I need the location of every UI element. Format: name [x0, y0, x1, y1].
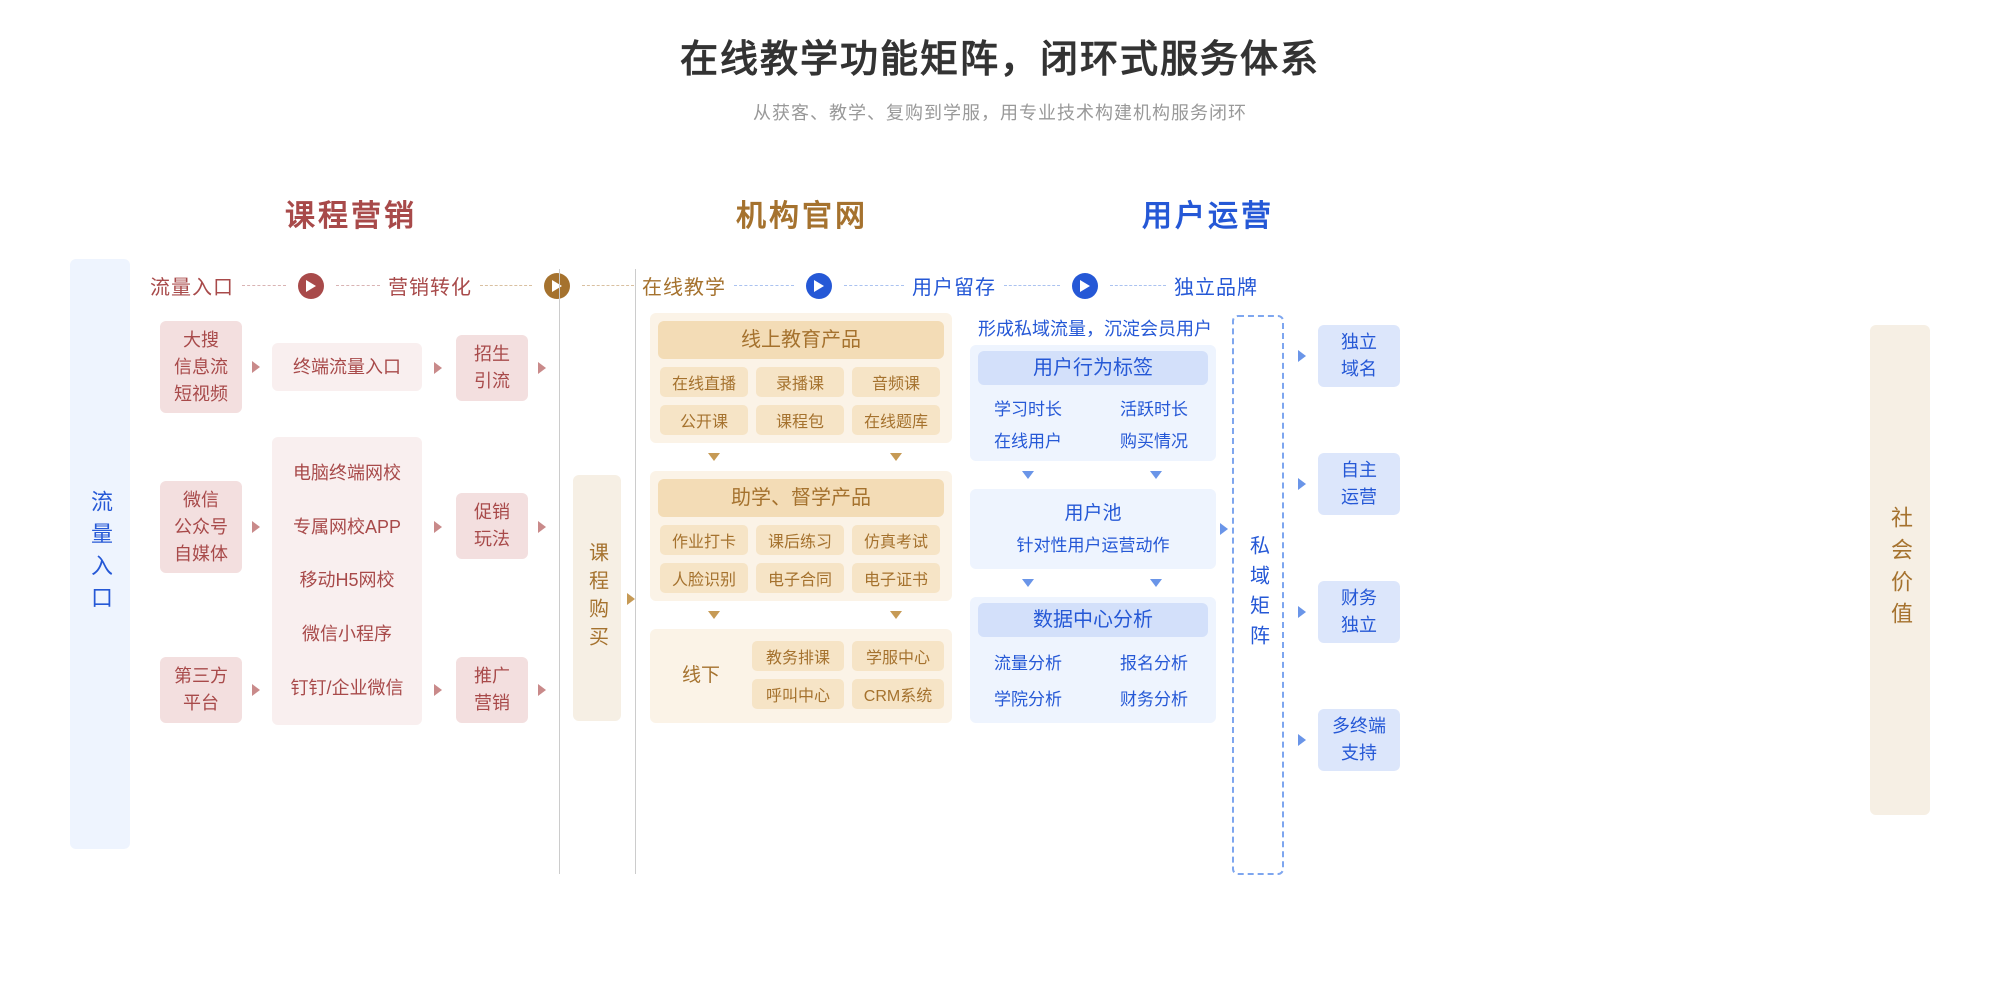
- section-operations: 用户运营: [1142, 191, 1274, 235]
- terminal-item: 钉钉/企业微信: [290, 675, 403, 702]
- page-title: 在线教学功能矩阵，闭环式服务体系: [0, 28, 2000, 83]
- behavior-item: 购买情况: [1120, 427, 1188, 452]
- step-teaching: 在线教学: [642, 271, 726, 300]
- arrow-icon: [890, 453, 902, 461]
- section-official: 机构官网: [736, 191, 868, 235]
- behavior-item: 活跃时长: [1120, 395, 1188, 420]
- arrow-icon: [1150, 471, 1162, 479]
- behavior-hdr: 用户行为标签: [978, 351, 1208, 385]
- assist-item: 作业打卡: [660, 525, 748, 555]
- terminal-item: 移动H5网校: [299, 567, 394, 594]
- arrow-icon: [252, 521, 260, 533]
- pool-panel: 用户池 针对性用户运营动作: [970, 489, 1216, 569]
- arrow-icon: [627, 593, 635, 605]
- vbar-purchase: 课程购买: [573, 475, 621, 721]
- brand-item: 独立域名: [1318, 325, 1400, 387]
- arrow-icon: [538, 521, 546, 533]
- analytics-item: 报名分析: [1120, 649, 1188, 674]
- section-marketing: 课程营销: [285, 191, 417, 235]
- online-item: 公开课: [660, 405, 748, 435]
- play-icon: [544, 273, 570, 299]
- assist-item: 电子合同: [756, 563, 844, 593]
- arrow-icon: [708, 611, 720, 619]
- arrow-icon: [538, 684, 546, 696]
- src-2: 微信公众号自媒体: [160, 481, 242, 573]
- src-3: 第三方平台: [160, 657, 242, 723]
- vbar-private: 私域矩阵: [1232, 315, 1284, 875]
- terminal-single: 终端流量入口: [272, 343, 422, 391]
- online-hdr: 线上教育产品: [658, 321, 944, 359]
- online-item: 录播课: [756, 367, 844, 397]
- arrow-icon: [1298, 350, 1306, 362]
- arrow-icon: [1298, 734, 1306, 746]
- arrow-icon: [708, 453, 720, 461]
- behavior-item: 在线用户: [994, 427, 1062, 452]
- vbar-value: 社会价值: [1870, 325, 1930, 815]
- analytics-item: 学院分析: [994, 685, 1062, 710]
- arrow-icon: [1220, 523, 1228, 535]
- online-item: 在线题库: [852, 405, 940, 435]
- terminal-item: 微信小程序: [302, 621, 392, 648]
- vbar-traffic: 流量入口: [70, 259, 130, 849]
- arrow-icon: [434, 684, 442, 696]
- convert-1: 招生引流: [456, 335, 528, 401]
- pool-hdr: 用户池: [1064, 500, 1121, 529]
- analytics-item: 财务分析: [1120, 685, 1188, 710]
- offline-hdr: 线下: [658, 637, 744, 715]
- assist-hdr: 助学、督学产品: [658, 479, 944, 517]
- offline-item: 呼叫中心: [752, 679, 844, 709]
- assist-item: 人脸识别: [660, 563, 748, 593]
- brand-item: 自主运营: [1318, 453, 1400, 515]
- play-icon: [806, 273, 832, 299]
- convert-2: 促销玩法: [456, 493, 528, 559]
- diagram: 课程营销 机构官网 用户运营 流量入口 社会价值 课程购买 私域矩阵 流量入口 …: [70, 165, 1930, 965]
- online-item: 在线直播: [660, 367, 748, 397]
- assist-item: 电子证书: [852, 563, 940, 593]
- arrow-icon: [538, 362, 546, 374]
- offline-item: 教务排课: [752, 641, 844, 671]
- terminal-item: 专属网校APP: [293, 514, 401, 541]
- arrow-icon: [1298, 606, 1306, 618]
- arrow-icon: [434, 521, 442, 533]
- terminal-item: 电脑终端网校: [293, 460, 401, 487]
- step-brand: 独立品牌: [1174, 271, 1258, 300]
- divider: [635, 269, 636, 874]
- divider: [559, 269, 560, 874]
- src-1: 大搜信息流短视频: [160, 321, 242, 413]
- online-item: 课程包: [756, 405, 844, 435]
- arrow-icon: [434, 362, 442, 374]
- play-icon: [298, 273, 324, 299]
- arrow-icon: [1298, 478, 1306, 490]
- convert-3: 推广营销: [456, 657, 528, 723]
- arrow-icon: [1150, 579, 1162, 587]
- step-retention: 用户留存: [912, 271, 996, 300]
- offline-item: 学服中心: [852, 641, 944, 671]
- analytics-hdr: 数据中心分析: [978, 603, 1208, 637]
- page-subtitle: 从获客、教学、复购到学服，用专业技术构建机构服务闭环: [0, 99, 2000, 125]
- terminal-multi: 电脑终端网校 专属网校APP 移动H5网校 微信小程序 钉钉/企业微信: [272, 437, 422, 725]
- arrow-icon: [252, 684, 260, 696]
- assist-item: 仿真考试: [852, 525, 940, 555]
- play-icon: [1072, 273, 1098, 299]
- pool-sub: 针对性用户运营动作: [1017, 533, 1170, 559]
- arrow-icon: [890, 611, 902, 619]
- analytics-item: 流量分析: [994, 649, 1062, 674]
- arrow-icon: [252, 361, 260, 373]
- assist-item: 课后练习: [756, 525, 844, 555]
- note-private: 形成私域流量，沉淀会员用户: [970, 315, 1220, 341]
- arrow-icon: [1022, 579, 1034, 587]
- arrow-icon: [1022, 471, 1034, 479]
- offline-item: CRM系统: [852, 679, 944, 709]
- brand-item: 多终端支持: [1318, 709, 1400, 771]
- online-item: 音频课: [852, 367, 940, 397]
- brand-item: 财务独立: [1318, 581, 1400, 643]
- step-conversion: 营销转化: [388, 271, 472, 300]
- step-traffic: 流量入口: [150, 271, 234, 300]
- behavior-item: 学习时长: [994, 395, 1062, 420]
